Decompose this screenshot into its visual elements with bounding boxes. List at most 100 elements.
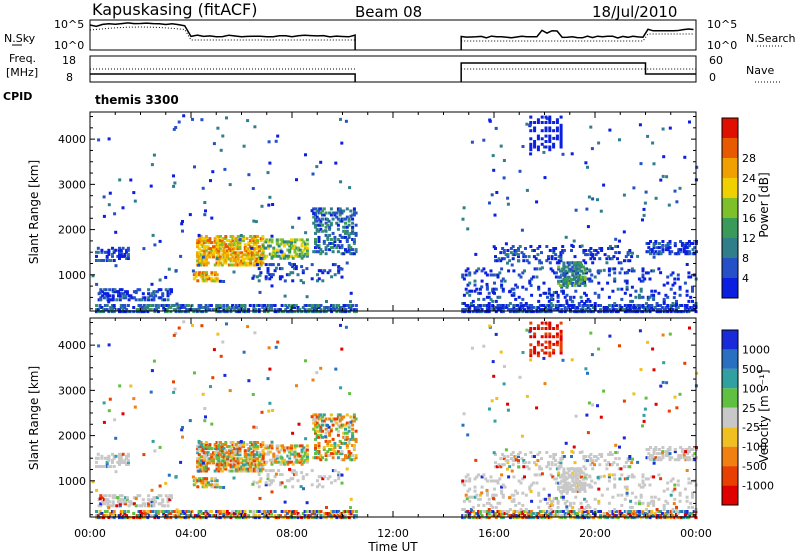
data-cell: [274, 139, 278, 143]
data-cell: [256, 463, 260, 467]
data-cell: [547, 516, 551, 520]
data-cell: [652, 255, 656, 259]
data-cell: [141, 516, 144, 520]
data-cell: [220, 449, 224, 453]
data-cell: [499, 144, 503, 148]
data-cell: [538, 451, 542, 454]
data-cell: [240, 304, 243, 307]
data-cell: [632, 514, 636, 518]
data-cell: [545, 117, 549, 121]
data-cell: [106, 498, 110, 502]
data-cell: [270, 446, 274, 450]
data-cell: [296, 479, 300, 483]
data-cell: [591, 461, 595, 465]
data-cell: [560, 273, 564, 277]
data-cell: [642, 213, 646, 217]
data-cell: [543, 382, 547, 386]
data-cell: [540, 467, 543, 471]
data-cell: [201, 512, 205, 515]
data-cell: [569, 467, 573, 471]
data-cell: [578, 471, 582, 475]
data-cell: [508, 302, 512, 305]
data-cell: [163, 504, 166, 508]
data-cell: [132, 496, 136, 500]
data-cell: [249, 261, 253, 265]
data-cell: [572, 516, 576, 520]
data-cell: [219, 235, 222, 238]
data-cell: [613, 483, 617, 487]
data-cell: [352, 415, 356, 419]
data-cell: [555, 118, 559, 122]
data-cell: [285, 512, 289, 515]
data-cell: [477, 291, 481, 295]
data-cell: [659, 252, 663, 256]
data-cell: [97, 344, 101, 348]
data-cell: [104, 500, 108, 504]
data-cell: [254, 459, 258, 463]
data-cell: [252, 239, 256, 243]
data-cell: [641, 475, 645, 479]
data-cell: [284, 240, 288, 244]
data-cell: [649, 252, 652, 256]
data-cell: [323, 514, 327, 518]
data-cell: [492, 168, 496, 172]
data-cell: [582, 455, 586, 458]
data-cell: [218, 310, 222, 314]
data-cell: [165, 516, 169, 520]
data-cell: [525, 188, 529, 192]
data-cell: [535, 200, 539, 204]
data-cell: [229, 455, 233, 459]
data-cell: [576, 283, 580, 287]
data-cell: [312, 304, 316, 307]
data-cell: [529, 451, 533, 454]
data-cell: [516, 308, 519, 312]
data-cell: [498, 501, 502, 505]
data-cell: [664, 248, 668, 252]
data-cell: [509, 251, 513, 255]
data-cell: [597, 281, 601, 285]
data-cell: [652, 450, 656, 454]
data-cell: [577, 310, 581, 314]
data-cell: [607, 273, 611, 277]
data-cell: [247, 253, 251, 257]
data-cell: [201, 445, 205, 449]
data-cell: [673, 310, 677, 314]
data-cell: [197, 467, 201, 471]
data-cell: [678, 392, 682, 396]
data-cell: [300, 242, 304, 246]
data-cell: [354, 417, 358, 421]
data-cell: [652, 461, 656, 465]
data-cell: [659, 384, 663, 388]
data-cell: [639, 368, 643, 372]
data-cell: [632, 512, 636, 515]
data-cell: [203, 259, 207, 263]
data-cell: [342, 423, 346, 427]
data-cell: [125, 308, 129, 312]
data-cell: [245, 453, 249, 457]
data-cell: [528, 308, 532, 312]
data-cell: [203, 279, 207, 283]
data-cell: [689, 514, 693, 518]
data-cell: [342, 304, 346, 307]
data-cell: [524, 508, 528, 511]
data-cell: [95, 510, 98, 513]
data-cell: [461, 273, 465, 277]
data-cell: [524, 310, 528, 314]
data-cell: [304, 153, 307, 157]
data-cell: [548, 118, 552, 122]
data-cell: [108, 288, 112, 292]
data-cell: [261, 462, 265, 466]
data-cell: [201, 273, 205, 277]
data-cell: [218, 512, 222, 515]
data-cell: [204, 306, 208, 309]
data-cell: [519, 514, 523, 518]
data-cell: [202, 306, 206, 309]
data-cell: [564, 483, 568, 487]
data-cell: [580, 471, 584, 475]
data-cell: [662, 508, 666, 511]
data-cell: [661, 456, 665, 460]
data-cell: [179, 304, 183, 307]
data-cell: [583, 489, 587, 493]
data-cell: [547, 299, 551, 303]
data-cell: [671, 283, 675, 287]
